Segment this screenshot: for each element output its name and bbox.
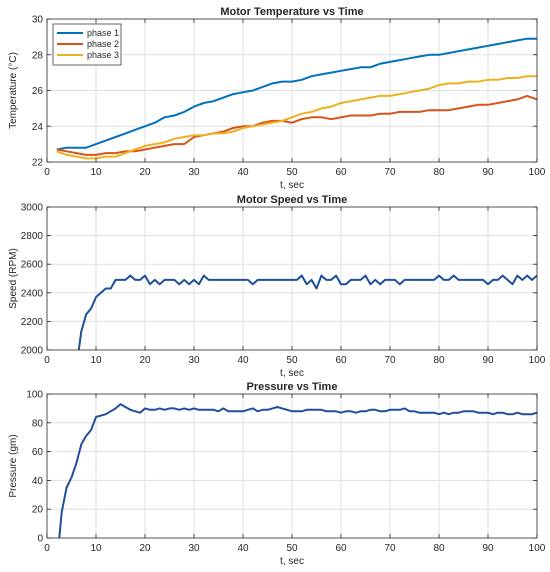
y-tick-label: 28 [32,50,44,61]
x-tick-label: 80 [433,167,445,178]
y-tick-label: 60 [32,447,44,458]
y-axis-label: Temperature (°C) [8,52,19,129]
x-tick-label: 90 [482,355,494,366]
x-tick-label: 100 [529,543,546,554]
y-tick-label: 22 [32,158,44,169]
x-tick-label: 70 [384,167,396,178]
x-tick-label: 10 [90,167,102,178]
x-tick-label: 70 [384,355,396,366]
x-tick-label: 40 [237,543,249,554]
x-tick-label: 50 [286,167,298,178]
legend-label: phase 3 [87,50,119,60]
series-line-phase-2 [56,94,537,156]
x-tick-label: 10 [90,355,102,366]
chart-title: Motor Speed vs Time [237,194,347,206]
x-tick-label: 90 [482,543,494,554]
x-axis-label: t, sec [280,180,304,191]
series-line-1 [77,274,537,350]
legend-label: phase 2 [87,39,119,49]
y-axis-label: Pressure (gm) [8,434,19,497]
y-tick-label: 24 [32,122,44,133]
x-tick-label: 40 [237,355,249,366]
legend-label: phase 1 [87,28,119,38]
x-tick-label: 80 [433,355,445,366]
series-line-phase-1 [56,37,537,151]
chart-title: Pressure vs Time [247,381,338,393]
x-tick-label: 30 [188,355,200,366]
chart-title: Motor Temperature vs Time [220,6,363,18]
y-tick-label: 40 [32,476,44,487]
series-line-phase-3 [56,75,537,160]
y-tick-label: 2200 [21,317,44,328]
y-tick-label: 0 [37,534,43,545]
x-tick-label: 100 [529,167,546,178]
y-tick-label: 2000 [21,346,44,357]
x-tick-label: 50 [286,355,298,366]
x-tick-label: 70 [384,543,396,554]
x-tick-label: 0 [44,355,50,366]
x-tick-label: 20 [139,167,151,178]
y-tick-label: 26 [32,86,44,97]
y-tick-label: 30 [32,15,44,26]
x-tick-label: 90 [482,167,494,178]
y-tick-label: 2800 [21,231,44,242]
x-tick-label: 30 [188,167,200,178]
x-tick-label: 60 [335,355,347,366]
x-tick-label: 20 [139,355,151,366]
y-tick-label: 2600 [21,260,44,271]
x-tick-label: 60 [335,543,347,554]
x-tick-label: 50 [286,543,298,554]
x-tick-label: 30 [188,543,200,554]
chart-panel-3: 0 10 20 30 40 50 60 70 80 90 100 0 20 40 60 80 100 Pressu… [8,381,546,567]
x-tick-label: 0 [44,543,50,554]
series-line-1 [58,403,537,538]
chart-panel-1: 0 10 20 30 40 50 60 70 80 90 100 22 24 26 28 30 Motor Te… [8,6,546,191]
y-tick-label: 3000 [21,203,44,214]
x-tick-label: 60 [335,167,347,178]
x-tick-label: 100 [529,355,546,366]
x-axis-label: t, sec [280,368,304,379]
y-axis-label: Speed (RPM) [8,248,19,309]
y-tick-label: 2400 [21,288,44,299]
x-tick-label: 0 [44,167,50,178]
x-tick-label: 10 [90,543,102,554]
chart-panel-2: 0 10 20 30 40 50 60 70 80 90 100 2000 2200 2400 2600 28… [8,194,546,379]
x-tick-label: 20 [139,543,151,554]
x-axis-label: t, sec [280,556,304,567]
y-tick-label: 100 [26,390,43,401]
y-tick-label: 20 [32,505,44,516]
y-tick-label: 80 [32,418,44,429]
x-tick-label: 40 [237,167,249,178]
x-tick-label: 80 [433,543,445,554]
